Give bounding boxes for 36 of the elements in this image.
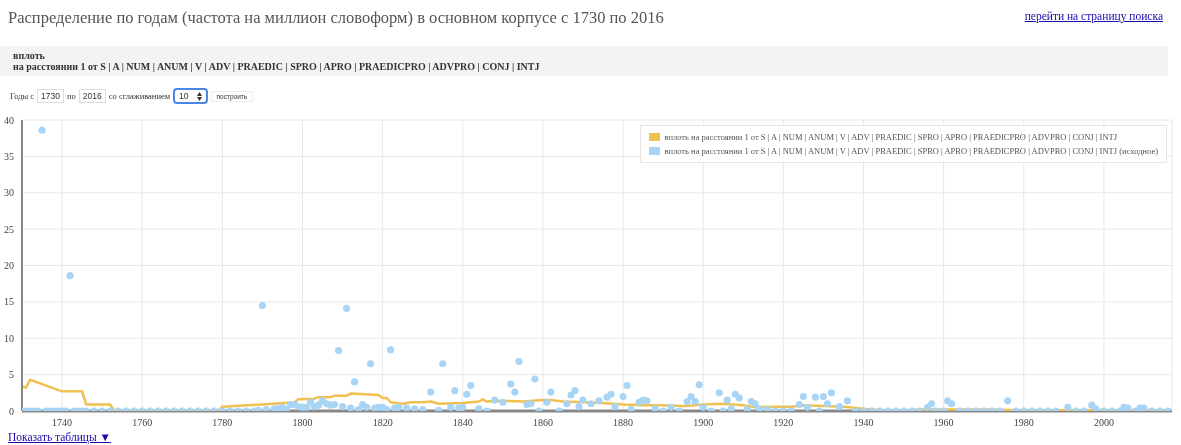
text: Показать таблицы ▼ (8, 431, 111, 443)
y-tick-label: 25 (4, 223, 14, 235)
text: 1730 (37, 89, 65, 103)
chart-title: Распределение по годам (частота на миллион словоформ) в основном корпусе с 1730 по 2016 (8, 8, 664, 28)
x-tick-label: 1740 (52, 417, 73, 429)
text: Годы с (10, 91, 35, 101)
text: 2016 (78, 89, 106, 103)
legend-label: вплоть на расстоянии 1 от S | A | NUM | ANUM | V | ADV | PRAEDIC | SPRO | APRO | PRAEDICPRO | ADVPRO | CONJ | INTJ (исходное) (664, 145, 1158, 158)
x-tick-label: 1840 (452, 417, 473, 429)
x-tick-label: 1880 (613, 417, 634, 429)
y-tick-label: 5 (9, 369, 14, 381)
x-tick-label: 1800 (292, 417, 313, 429)
text: со сглаживанием (108, 91, 171, 101)
y-tick-label: 30 (4, 187, 14, 199)
text: 10 (173, 88, 208, 104)
x-tick-label: 1780 (212, 417, 233, 429)
x-tick-label: 1920 (773, 417, 794, 429)
text: на расстоянии 1 от S | A | NUM | ANUM | V | ADV | PRAEDIC | SPRO | APRO | PRAEDICPRO | ADVPRO | CONJ | INTJ (13, 61, 541, 72)
x-tick-label: 1960 (933, 417, 954, 429)
x-tick-label: 2000 (1093, 417, 1114, 429)
text: перейти на страницу поиска (1024, 10, 1163, 22)
x-tick-label: 1820 (372, 417, 393, 429)
x-tick-label: 1900 (693, 417, 714, 429)
legend-label: вплоть на расстоянии 1 от S | A | NUM | ANUM | V | ADV | PRAEDIC | SPRO | APRO | PRAEDICPRO | ADVPRO | CONJ | INTJ (664, 131, 1118, 144)
y-tick-label: 40 (4, 114, 14, 126)
y-tick-label: 10 (4, 332, 14, 344)
y-tick-label: 0 (9, 405, 14, 417)
y-tick-label: 15 (4, 296, 14, 308)
x-tick-label: 1860 (532, 417, 553, 429)
x-tick-label: 1940 (853, 417, 874, 429)
y-tick-label: 20 (4, 260, 14, 272)
x-tick-label: 1980 (1013, 417, 1034, 429)
text: по (67, 91, 76, 101)
text: вплоть (13, 50, 46, 61)
x-tick-label: 1760 (132, 417, 153, 429)
y-tick-label: 35 (4, 150, 14, 162)
